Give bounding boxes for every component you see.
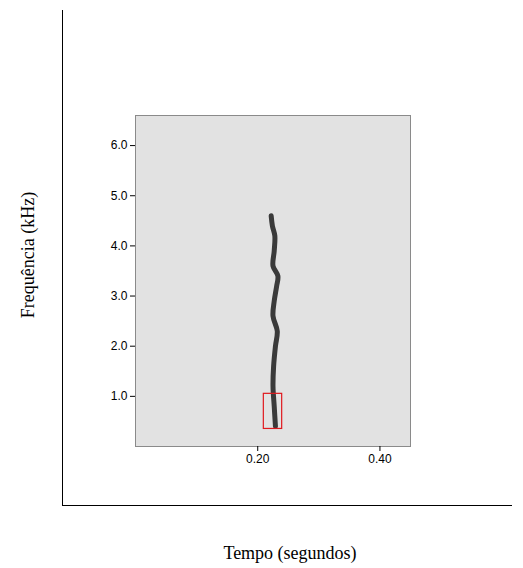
- svg-text:4.0: 4.0: [111, 239, 128, 253]
- html-text:Frequência (kHz): Frequência (kHz): [17, 191, 38, 319]
- svg-text:0.20: 0.20: [246, 452, 270, 466]
- html-text:Tempo (segundos): Tempo (segundos): [223, 542, 357, 563]
- svg-text:2.0: 2.0: [111, 339, 128, 353]
- svg-text:3.0: 3.0: [111, 289, 128, 303]
- svg-text:1.0: 1.0: [111, 389, 128, 403]
- svg-text:0.40: 0.40: [368, 452, 392, 466]
- svg-text:5.0: 5.0: [111, 189, 128, 203]
- svg-text:6.0: 6.0: [111, 138, 128, 152]
